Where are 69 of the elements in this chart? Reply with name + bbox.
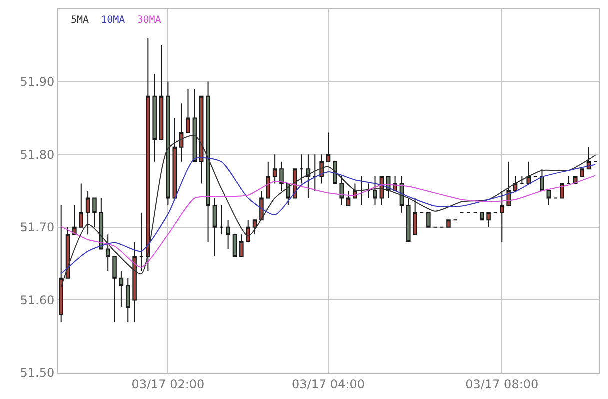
candlestick xyxy=(112,256,117,323)
candlestick xyxy=(240,234,244,258)
candlestick xyxy=(300,154,304,184)
candlestick xyxy=(146,38,150,272)
candlestick xyxy=(59,205,64,323)
candlestick xyxy=(366,183,371,199)
candlestick xyxy=(132,241,137,323)
candlestick xyxy=(506,161,511,206)
candlestick xyxy=(220,205,224,236)
x-tick-label: 03/17 02:00 xyxy=(132,377,205,392)
x-tick-label: 03/17 08:00 xyxy=(466,377,539,392)
candlestick xyxy=(480,212,484,221)
candlestick xyxy=(199,96,204,184)
candlestick xyxy=(426,212,431,228)
candlestick xyxy=(486,212,491,228)
candlestick xyxy=(86,190,90,236)
candlestick xyxy=(139,212,144,272)
candlestick xyxy=(79,183,84,228)
y-tick-label: 51.80 xyxy=(20,148,55,162)
candlestick xyxy=(172,118,178,199)
candlestick xyxy=(500,190,504,242)
candlestick xyxy=(119,270,124,308)
candlestick xyxy=(540,168,544,192)
candlestick xyxy=(206,81,210,242)
candlestick xyxy=(413,198,418,236)
candlestick xyxy=(446,220,451,228)
y-tick-label: 51.70 xyxy=(20,220,55,235)
text: 5MA xyxy=(71,15,90,26)
candlestick xyxy=(159,44,164,141)
candlestick xyxy=(313,154,318,192)
y-tick-label: 51.90 xyxy=(20,75,55,89)
candlestick xyxy=(566,176,572,184)
candlestick xyxy=(252,220,258,236)
candlestick xyxy=(326,132,331,162)
candlestick xyxy=(272,154,278,184)
candlestick xyxy=(280,161,284,192)
candlestick xyxy=(186,88,190,134)
line-series xyxy=(60,157,596,274)
y-tick-label: 51.60 xyxy=(20,293,55,308)
line-series xyxy=(60,175,596,268)
candlestick xyxy=(520,176,524,184)
candlestick xyxy=(340,176,344,206)
candlestick xyxy=(266,161,271,199)
candlestick xyxy=(546,190,552,206)
candlestick xyxy=(560,183,564,199)
line-series xyxy=(60,135,596,288)
candlestick xyxy=(152,74,157,162)
candlestick xyxy=(246,220,250,242)
candlestick xyxy=(360,176,364,206)
x-tick-label: 03/17 04:00 xyxy=(292,377,365,392)
candlestick xyxy=(179,103,184,162)
candlestick xyxy=(106,234,110,272)
candlestick xyxy=(92,198,97,228)
candlestick xyxy=(580,168,584,177)
candlestick xyxy=(373,176,378,206)
candlestick xyxy=(126,278,130,323)
text: 30MA xyxy=(137,15,162,26)
y-tick-label: 51.50 xyxy=(20,366,55,380)
candlestick xyxy=(212,198,218,258)
candlestick xyxy=(72,205,77,236)
candlestick xyxy=(526,161,532,184)
candlestick xyxy=(346,190,351,206)
candlestick xyxy=(232,234,238,258)
candlestick xyxy=(353,183,358,199)
text: 10MA xyxy=(101,15,126,26)
candlestick xyxy=(406,198,411,242)
candlestick xyxy=(226,220,230,250)
candlestick xyxy=(192,88,198,162)
candlestick xyxy=(306,154,311,199)
